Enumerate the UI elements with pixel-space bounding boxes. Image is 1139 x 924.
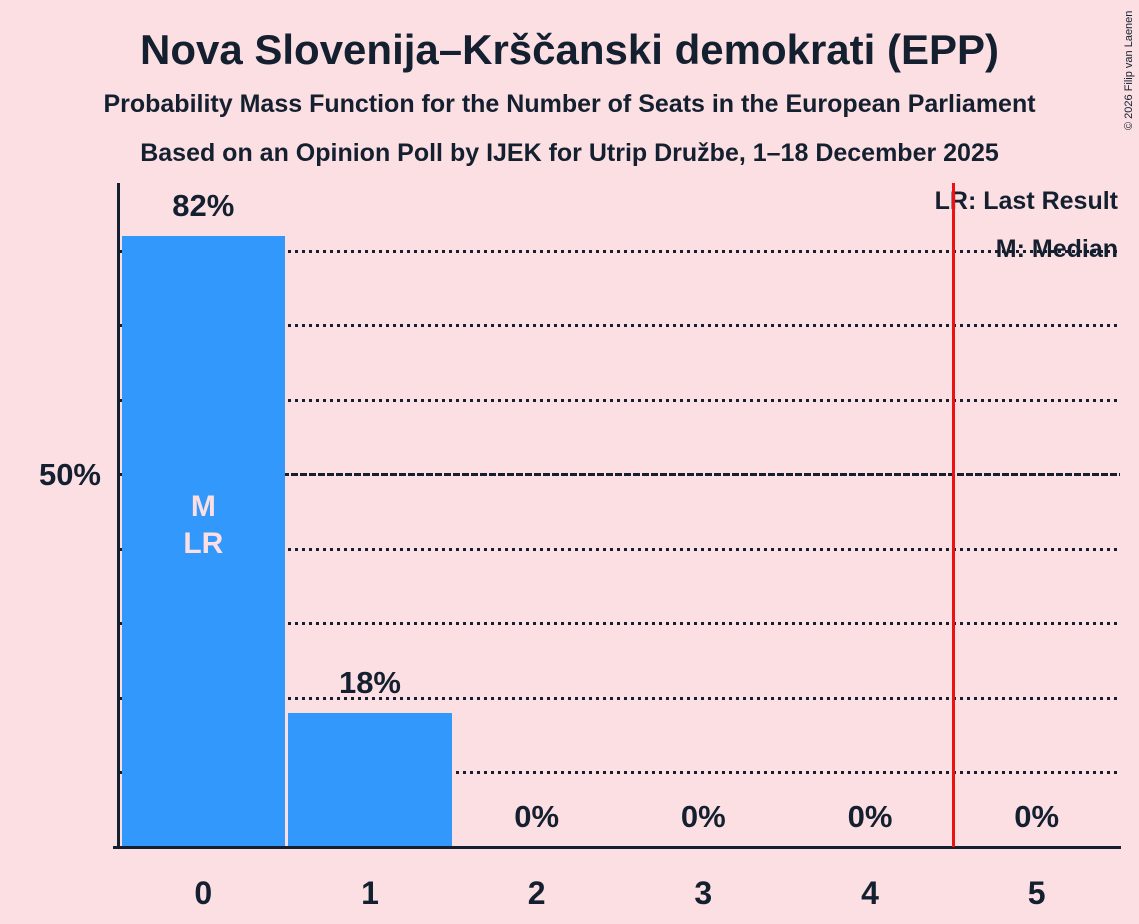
x-tick-label-4: 4: [861, 875, 879, 911]
x-tick-label-5: 5: [1027, 875, 1046, 911]
bar-seats-1: [288, 712, 452, 847]
bar-value-label-2: 0%: [514, 799, 560, 834]
copyright-note: © 2026 Filip van Laenen: [1123, 10, 1135, 130]
bar-annotation-line: M: [190, 490, 216, 523]
legend-median: M: Median: [995, 235, 1118, 263]
bar-annotation-line: LR: [183, 527, 224, 560]
x-tick-label-0: 0: [194, 875, 213, 911]
chart-title: Nova Slovenija–Krščanski demokrati (EPP): [139, 26, 999, 73]
bar-value-label-1: 18%: [338, 664, 401, 700]
legend-last-result: LR: Last Result: [934, 187, 1118, 215]
last-result-marker-line: [951, 183, 955, 847]
chart-subtitle-2: Based on an Opinion Poll by IJEK for Utr…: [140, 139, 999, 167]
x-axis-line: [113, 846, 1121, 849]
gridline-70pct: [120, 324, 1120, 327]
bar-annotation-median-lastresult: M LR: [120, 488, 287, 562]
y-axis-tick-label: 50%: [38, 456, 101, 492]
x-tick-label-1: 1: [361, 875, 379, 911]
bar-value-label-5: 0%: [1014, 799, 1060, 834]
gridline-40pct: [120, 547, 1120, 551]
bar-value-label-4: 0%: [847, 799, 893, 834]
gridline-30pct: [120, 622, 1120, 625]
gridline-80pct: [120, 249, 1120, 253]
bar-value-label-3: 0%: [680, 799, 726, 834]
gridline-50pct-major: [120, 473, 1120, 476]
x-tick-label-2: 2: [527, 875, 546, 911]
chart-subtitle-1: Probability Mass Function for the Number…: [103, 90, 1036, 118]
gridline-20pct: [120, 696, 1120, 700]
bar-seats-0: [121, 236, 286, 847]
bar-value-label-0: 82%: [172, 188, 235, 224]
x-tick-label-3: 3: [694, 875, 713, 911]
gridline-10pct: [120, 771, 1120, 774]
y-axis-line: [117, 183, 120, 847]
gridline-60pct: [120, 398, 1120, 402]
